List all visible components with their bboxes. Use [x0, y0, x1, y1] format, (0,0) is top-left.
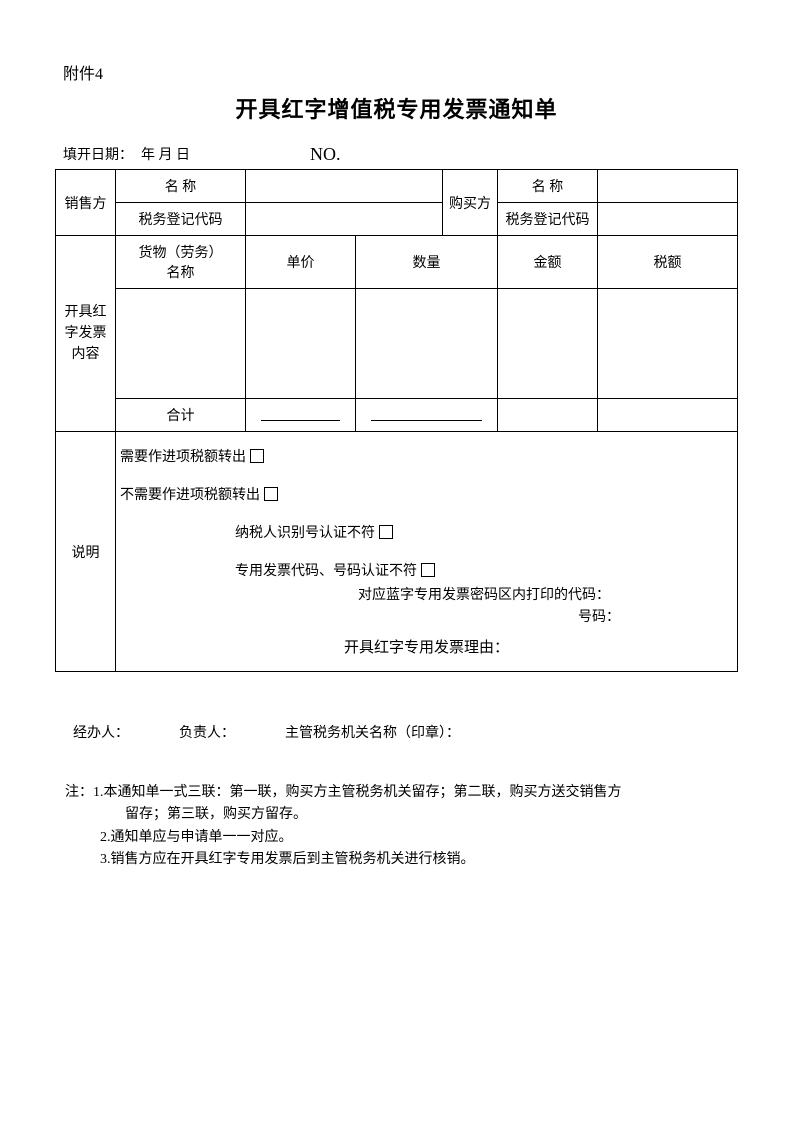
taxpayer-id-mismatch-checkbox[interactable] [379, 525, 393, 539]
description-content: 需要作进项税额转出 不需要作进项税额转出 纳税人识别号认证不符 专用发票代码、号… [116, 432, 738, 672]
notes-section: 注：1.本通知单一式三联：第一联，购买方主管税务机关留存；第二联，购买方送交销售… [65, 782, 738, 872]
goods-name-cell[interactable] [116, 289, 246, 399]
note-2: 2.通知单应与申请单一一对应。 [100, 827, 738, 849]
notes-label: 注： [65, 785, 93, 800]
transfer-out-label: 需要作进项税额转出 [120, 446, 246, 466]
seller-header: 销售方 [56, 170, 116, 236]
no-transfer-out-checkbox[interactable] [264, 487, 278, 501]
invoice-code-mismatch-checkbox[interactable] [421, 563, 435, 577]
content-body-row [56, 289, 738, 399]
total-row: 合计 [56, 399, 738, 432]
amount-cell[interactable] [498, 289, 598, 399]
responsible-label: 负责人： [179, 722, 235, 742]
date-row: 填开日期： 年 月 日 NO. [63, 144, 738, 165]
quantity-cell[interactable] [356, 289, 498, 399]
taxpayer-id-mismatch-label: 纳税人识别号认证不符 [235, 522, 375, 542]
description-row: 说明 需要作进项税额转出 不需要作进项税额转出 纳税人识别号认证不符 专用发票代… [56, 432, 738, 672]
handler-label: 经办人： [73, 722, 129, 742]
main-form-table: 销售方 名 称 购买方 名 称 税务登记代码 税务登记代码 开具红字发票内容 货… [55, 169, 738, 672]
date-value: 年 月 日 [141, 144, 190, 165]
buyer-taxcode-label: 税务登记代码 [498, 203, 598, 236]
date-label: 填开日期： [63, 144, 133, 165]
total-quantity [356, 399, 498, 432]
total-unit-price [246, 399, 356, 432]
party-taxcode-row: 税务登记代码 税务登记代码 [56, 203, 738, 236]
buyer-name-value[interactable] [598, 170, 738, 203]
checkbox-line-2: 不需要作进项税额转出 [120, 484, 733, 504]
invoice-code-mismatch-label: 专用发票代码、号码认证不符 [235, 560, 417, 580]
party-name-row: 销售方 名 称 购买方 名 称 [56, 170, 738, 203]
seller-taxcode-label: 税务登记代码 [116, 203, 246, 236]
transfer-out-checkbox[interactable] [250, 449, 264, 463]
tax-cell[interactable] [598, 289, 738, 399]
checkbox-line-3: 纳税人识别号认证不符 [235, 522, 733, 542]
goods-name-header: 货物（劳务）名称 [116, 236, 246, 289]
tax-header: 税额 [598, 236, 738, 289]
reason-label: 开具红字专用发票理由： [120, 636, 733, 657]
blue-invoice-number-line: 号码： [465, 606, 733, 626]
checkbox-line-1: 需要作进项税额转出 [120, 446, 733, 466]
no-transfer-out-label: 不需要作进项税额转出 [120, 484, 260, 504]
unit-price-header: 单价 [246, 236, 356, 289]
authority-label: 主管税务机关名称（印章）： [285, 722, 460, 742]
buyer-taxcode-value[interactable] [598, 203, 738, 236]
buyer-name-label: 名 称 [498, 170, 598, 203]
seller-name-value[interactable] [246, 170, 443, 203]
attachment-label: 附件4 [63, 60, 738, 84]
quantity-header: 数量 [356, 236, 498, 289]
main-title: 开具红字增值税专用发票通知单 [55, 92, 738, 124]
total-amount[interactable] [498, 399, 598, 432]
content-header-row: 开具红字发票内容 货物（劳务）名称 单价 数量 金额 税额 [56, 236, 738, 289]
red-invoice-content-header: 开具红字发票内容 [56, 236, 116, 432]
footer-signatures: 经办人： 负责人： 主管税务机关名称（印章）： [73, 722, 738, 742]
note-1-part2: 留存；第三联，购买方留存。 [125, 804, 738, 826]
checkbox-line-4: 专用发票代码、号码认证不符 [235, 560, 733, 580]
description-header: 说明 [56, 432, 116, 672]
blue-invoice-code-line: 对应蓝字专用发票密码区内打印的代码： [235, 584, 733, 604]
no-label: NO. [310, 144, 341, 165]
total-tax[interactable] [598, 399, 738, 432]
buyer-header: 购买方 [443, 170, 498, 236]
note-1-wrapper: 注：1.本通知单一式三联：第一联，购买方主管税务机关留存；第二联，购买方送交销售… [65, 782, 738, 804]
seller-name-label: 名 称 [116, 170, 246, 203]
unit-price-cell[interactable] [246, 289, 356, 399]
note-1-part1: 1.本通知单一式三联：第一联，购买方主管税务机关留存；第二联，购买方送交销售方 [93, 785, 622, 800]
amount-header: 金额 [498, 236, 598, 289]
total-label: 合计 [116, 399, 246, 432]
seller-taxcode-value[interactable] [246, 203, 443, 236]
note-3: 3.销售方应在开具红字专用发票后到主管税务机关进行核销。 [100, 849, 738, 871]
